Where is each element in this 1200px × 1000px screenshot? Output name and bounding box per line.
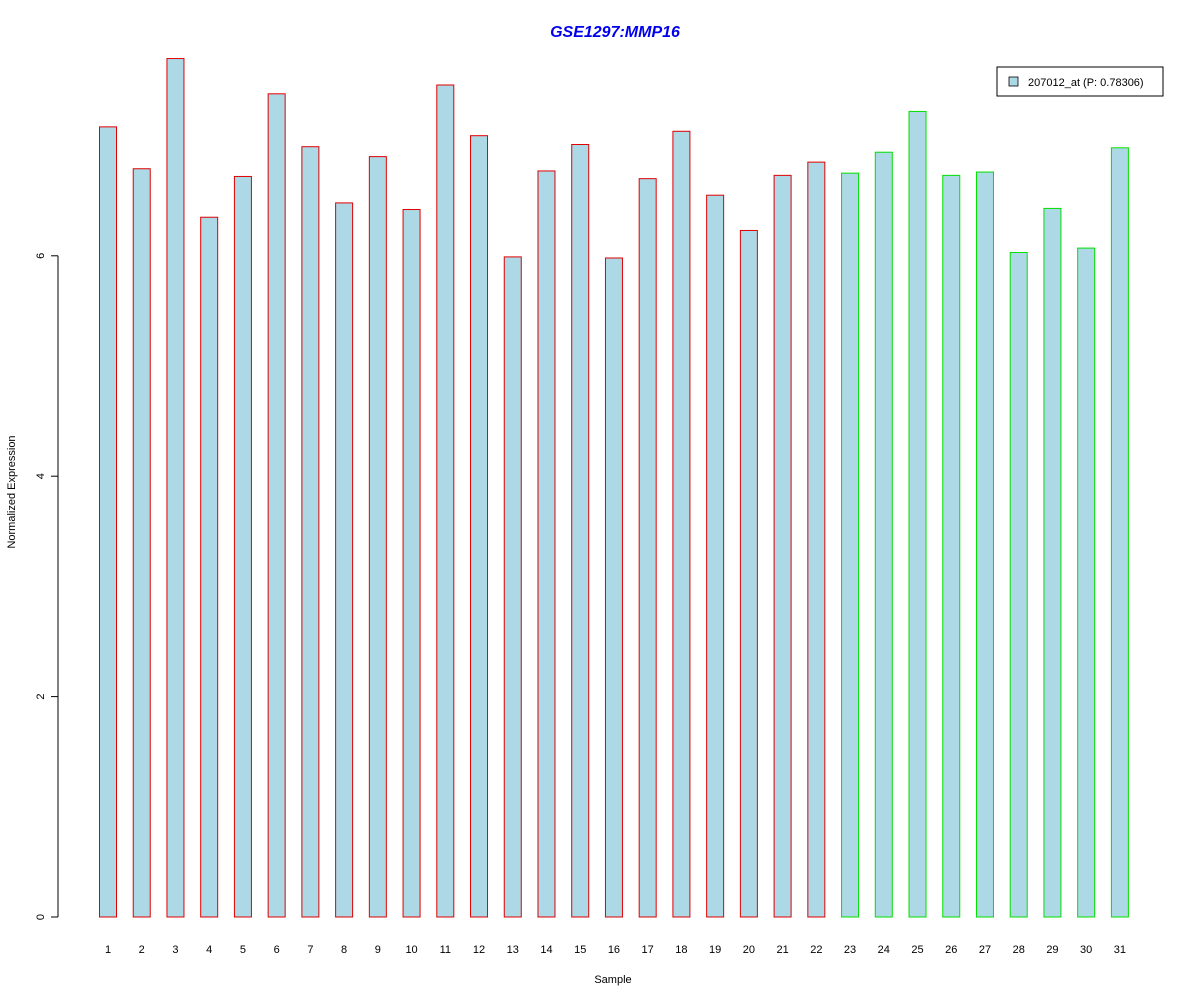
x-tick-labels: 1 2 3 4 5 6 7 8 9 10 11 12 13 14 15 16 17 18 19 20 21 22 23 24 2…: [105, 944, 1126, 956]
bar-sample-9: [368, 156, 387, 918]
y-tick-label: 4: [35, 473, 47, 479]
x-axis-label: Sample: [594, 974, 631, 986]
x-tick-label: 22: [810, 944, 822, 956]
x-tick-label: 11: [440, 944, 451, 956]
x-tick-label: 17: [642, 944, 654, 956]
y-tick-label: 6: [35, 253, 47, 259]
x-tick-label: 23: [844, 944, 856, 956]
bar-sample-24: [874, 151, 893, 918]
bar-sample-20: [739, 229, 758, 918]
x-tick-label: 29: [1046, 944, 1058, 956]
x-tick-label: 7: [307, 944, 313, 956]
bar-sample-18: [672, 130, 691, 918]
y-tick-label: 0: [35, 914, 47, 920]
bar-sample-27: [975, 171, 994, 918]
bar-sample-17: [638, 178, 657, 918]
x-tick-label: 15: [574, 944, 586, 956]
x-tick-label: 8: [341, 944, 347, 956]
bar-sample-22: [807, 161, 826, 918]
x-tick-label: 13: [507, 944, 519, 956]
bar-sample-19: [706, 194, 725, 918]
bar-sample-3: [166, 58, 185, 918]
x-tick-label: 16: [608, 944, 620, 956]
chart-title: GSE1297:MMP16: [550, 24, 680, 41]
bar-sample-28: [1009, 251, 1028, 918]
x-tick-label: 26: [945, 944, 957, 956]
x-tick-label: 28: [1013, 944, 1025, 956]
y-axis: 0 2 4 6: [35, 253, 59, 920]
x-tick-label: 30: [1080, 944, 1092, 956]
bar-sample-7: [301, 146, 320, 918]
legend: 207012_at (P: 0.78306): [996, 66, 1164, 97]
x-tick-label: 3: [172, 944, 178, 956]
x-tick-label: 25: [911, 944, 923, 956]
bar-sample-11: [436, 84, 455, 918]
bar-sample-13: [503, 256, 522, 918]
x-tick-label: 14: [540, 944, 552, 956]
bar-sample-12: [470, 135, 489, 918]
x-tick-label: 27: [979, 944, 991, 956]
bar-sample-1: [99, 126, 117, 918]
bar-sample-15: [571, 143, 590, 918]
x-tick-label: 20: [743, 944, 755, 956]
x-tick-label: 9: [375, 944, 381, 956]
bar-sample-23: [841, 172, 860, 918]
bar-sample-30: [1077, 247, 1096, 918]
x-tick-label: 21: [776, 944, 788, 956]
y-axis-label: Normalized Expression: [6, 435, 18, 548]
bar-sample-2: [132, 168, 151, 918]
x-tick-label: 19: [709, 944, 721, 956]
bar-sample-25: [908, 110, 927, 918]
x-tick-label: 4: [206, 944, 212, 956]
x-tick-label: 5: [240, 944, 246, 956]
x-tick-label: 2: [139, 944, 145, 956]
bars: [99, 58, 1129, 918]
bar-sample-8: [335, 202, 354, 918]
bar-sample-5: [233, 175, 252, 918]
x-tick-label: 1: [105, 944, 111, 956]
x-tick-label: 6: [274, 944, 280, 956]
bar-sample-16: [604, 257, 623, 918]
legend-label: 207012_at (P: 0.78306): [1028, 77, 1144, 89]
legend-box: [996, 66, 1164, 97]
bar-sample-6: [267, 93, 286, 918]
bar-sample-31: [1110, 147, 1129, 918]
legend-swatch: [1008, 76, 1019, 87]
x-tick-label: 12: [473, 944, 485, 956]
x-tick-label: 24: [878, 944, 890, 956]
y-tick-label: 2: [35, 694, 47, 700]
bar-sample-26: [942, 174, 961, 918]
bar-sample-21: [773, 174, 792, 918]
bar-sample-10: [402, 209, 421, 918]
x-tick-label: 18: [675, 944, 687, 956]
bar-sample-29: [1043, 207, 1062, 918]
bar-sample-14: [537, 170, 556, 918]
x-tick-label: 10: [405, 944, 417, 956]
x-tick-label: 31: [1114, 944, 1126, 956]
bar-sample-4: [200, 216, 219, 918]
